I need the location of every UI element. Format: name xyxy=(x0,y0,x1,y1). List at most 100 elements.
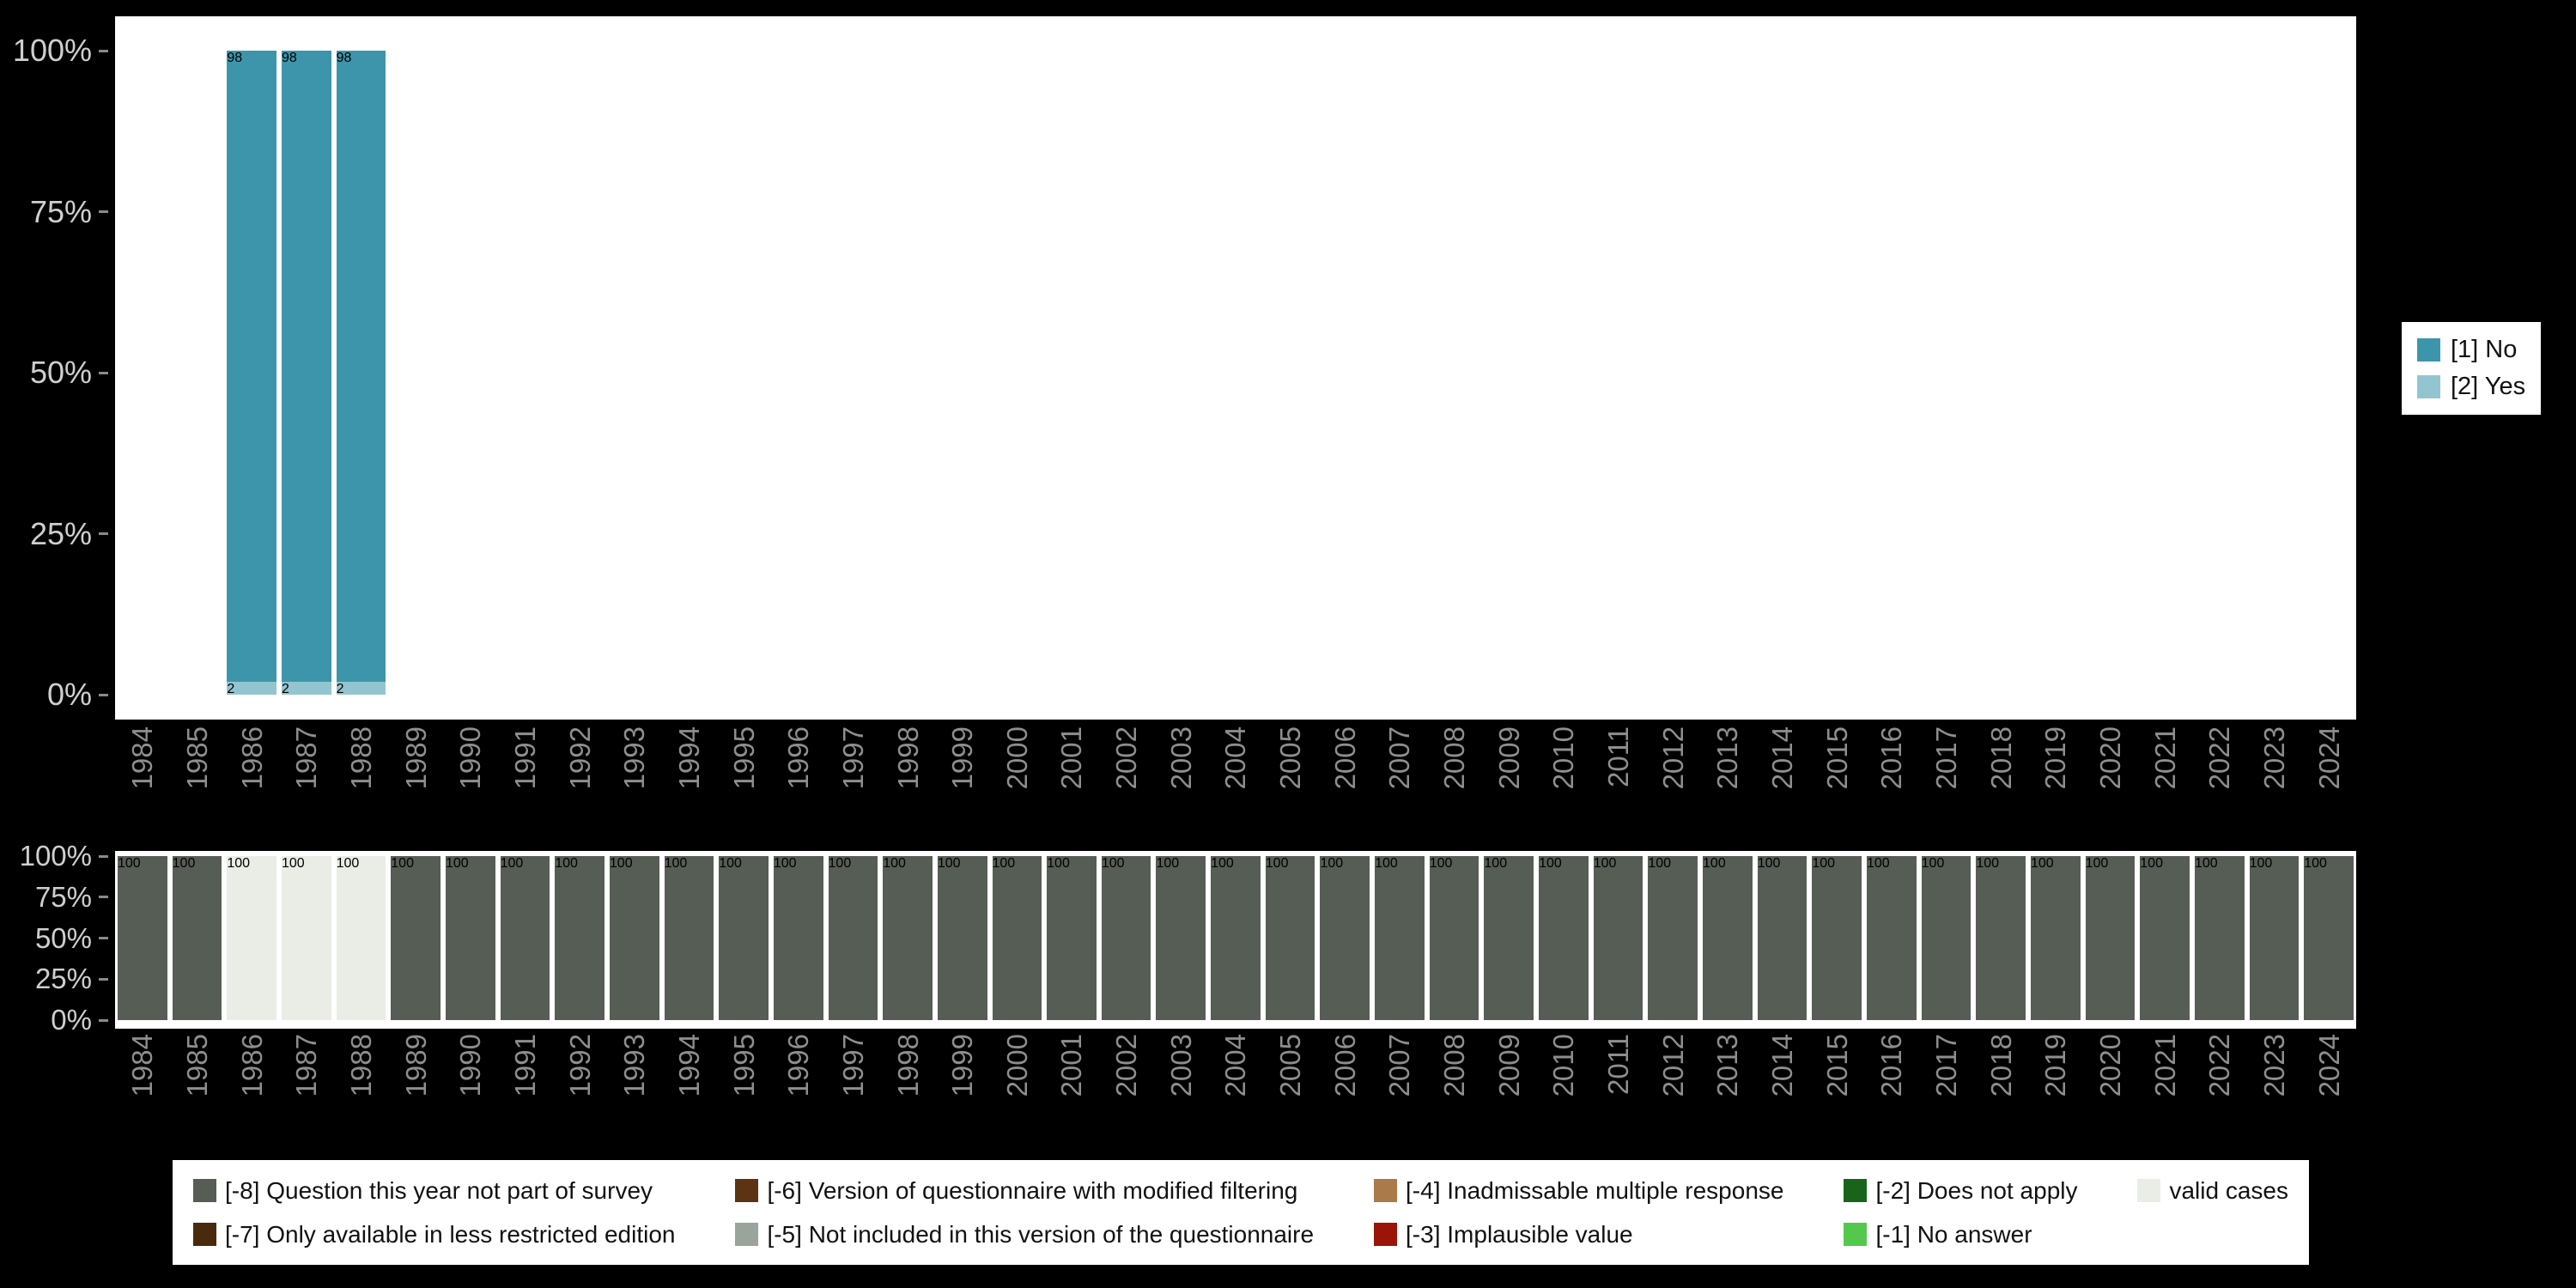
x-tick-label: 2017 xyxy=(1929,726,1962,790)
x-tick-label: 2019 xyxy=(2039,1034,2072,1097)
x-tick-1986: 1986 xyxy=(224,726,279,855)
bar-segment-1994: 100 xyxy=(664,856,714,1020)
legend-item: [-7] Only available in less restricted e… xyxy=(193,1221,675,1249)
bar-2003 xyxy=(1153,51,1208,695)
x-tick-label: 1994 xyxy=(672,726,705,790)
bar-segment-2005: 100 xyxy=(1265,856,1315,1020)
bar-1998: 100 xyxy=(880,856,935,1020)
bar-segment-2013: 100 xyxy=(1703,856,1753,1020)
bar-2011: 100 xyxy=(1591,856,1646,1020)
bar-segment-2009: 100 xyxy=(1484,856,1534,1020)
y-tick-label: 75% xyxy=(0,194,108,230)
y-tick-text: 0% xyxy=(51,1004,92,1036)
x-tick-2008: 2008 xyxy=(1427,726,1482,855)
x-tick-2008: 2008 xyxy=(1427,1034,1482,1163)
legend-item: [-8] Question this year not part of surv… xyxy=(193,1177,675,1205)
bar-segment-2022: 100 xyxy=(2194,856,2245,1020)
x-tick-2015: 2015 xyxy=(1809,726,1864,855)
x-tick-2007: 2007 xyxy=(1372,726,1427,855)
x-tick-1990: 1990 xyxy=(443,726,498,855)
bar-2009 xyxy=(1481,51,1536,695)
bar-segment-1988: 100 xyxy=(336,856,386,1020)
legend-item: [-1] No answer xyxy=(1844,1221,2077,1249)
bar-1992: 100 xyxy=(552,856,607,1020)
x-tick-label: 2020 xyxy=(2093,726,2126,790)
x-tick-label: 1992 xyxy=(563,1034,596,1097)
x-tick-label: 1989 xyxy=(399,726,432,790)
x-tick-1988: 1988 xyxy=(334,1034,389,1163)
y-tick-text: 100% xyxy=(12,33,92,68)
bar-1991 xyxy=(498,51,553,695)
bar-1991: 100 xyxy=(498,856,553,1020)
bar-2019 xyxy=(2028,51,2083,695)
x-tick-2018: 2018 xyxy=(1973,726,2028,855)
bar-2001: 100 xyxy=(1044,856,1099,1020)
x-tick-1995: 1995 xyxy=(716,1034,771,1163)
x-tick-2019: 2019 xyxy=(2028,1034,2083,1163)
x-tick-2020: 2020 xyxy=(2083,726,2138,855)
bar-segment-1989: 100 xyxy=(391,856,440,1020)
x-tick-label: 1986 xyxy=(235,726,268,790)
missings-bars: 100 100 100 100 100 100 100 100 100 100 100 100 100 1… xyxy=(115,856,2356,1020)
bar-1994 xyxy=(662,51,717,695)
x-tick-2022: 2022 xyxy=(2192,726,2247,855)
x-tick-label: 2005 xyxy=(1274,726,1307,790)
bar-1987: 100 xyxy=(279,856,334,1020)
x-tick-label: 2016 xyxy=(1875,726,1908,790)
x-tick-2017: 2017 xyxy=(1919,1034,1974,1163)
x-tick-label: 2024 xyxy=(2312,726,2345,790)
x-tick-label: 1990 xyxy=(454,1034,487,1097)
bar-segment-2010: 100 xyxy=(1539,856,1589,1020)
y-tick-label: 0% xyxy=(0,677,108,713)
x-tick-2016: 2016 xyxy=(1864,1034,1919,1163)
legend-swatch xyxy=(1374,1179,1398,1202)
bar-1999 xyxy=(935,51,990,695)
bar-segment-2003: 100 xyxy=(1156,856,1206,1020)
bar-segment-2004: 100 xyxy=(1211,856,1261,1020)
x-tick-label: 1998 xyxy=(891,726,924,790)
x-tick-label: 2013 xyxy=(1711,726,1744,790)
missings-x-axis: 1984 1985 1986 1987 1988 1989 1990 1991 1992 1993… xyxy=(115,1034,2356,1163)
bar-segment-2016: 100 xyxy=(1867,856,1917,1020)
bar-segment-1998: 100 xyxy=(883,856,933,1020)
x-tick-2021: 2021 xyxy=(2137,1034,2192,1163)
x-tick-2004: 2004 xyxy=(1208,1034,1263,1163)
bar-segment-2019: 100 xyxy=(2030,856,2081,1020)
bar-segment-2018: 100 xyxy=(1976,856,2026,1020)
bar-1986: 100 xyxy=(224,856,279,1020)
x-tick-2001: 2001 xyxy=(1044,1034,1099,1163)
frequencies-x-axis: 1984 1985 1986 1987 1988 1989 1990 1991 1992 1993… xyxy=(115,726,2356,855)
bar-2018: 100 xyxy=(1973,856,2028,1020)
bar-segment-1988: 2 xyxy=(336,682,386,696)
y-tick-label: 25% xyxy=(0,963,108,995)
bar-2013: 100 xyxy=(1700,856,1755,1020)
bar-segment-1988: 98 xyxy=(336,51,386,682)
y-tick-text: 0% xyxy=(46,677,92,712)
x-tick-label: 2008 xyxy=(1438,1034,1471,1097)
x-tick-1988: 1988 xyxy=(334,726,389,855)
y-tick-label: 75% xyxy=(0,881,108,914)
x-tick-1996: 1996 xyxy=(771,1034,826,1163)
x-tick-1985: 1985 xyxy=(170,1034,225,1163)
x-tick-label: 2011 xyxy=(1602,1034,1635,1095)
bar-segment-1997: 100 xyxy=(828,856,878,1020)
frequencies-y-axis: 100% 75% 50% 25% 0% xyxy=(0,16,108,720)
x-tick-1993: 1993 xyxy=(607,1034,662,1163)
bar-segment-1993: 100 xyxy=(609,856,659,1020)
x-tick-1984: 1984 xyxy=(115,726,170,855)
x-tick-1986: 1986 xyxy=(224,1034,279,1163)
bar-segment-1999: 100 xyxy=(937,856,987,1020)
legend-label: [-6] Version of questionnaire with modif… xyxy=(767,1176,1298,1204)
x-tick-1987: 1987 xyxy=(279,1034,334,1163)
x-tick-label: 2008 xyxy=(1438,726,1471,790)
bar-segment-2021: 100 xyxy=(2140,856,2190,1020)
x-tick-label: 2003 xyxy=(1164,726,1197,790)
x-tick-label: 2010 xyxy=(1547,1034,1580,1097)
x-tick-label: 1991 xyxy=(508,726,541,790)
y-tick-text: 25% xyxy=(29,515,92,551)
x-tick-label: 1994 xyxy=(672,1034,705,1097)
bar-segment-1990: 100 xyxy=(445,856,495,1020)
x-tick-1996: 1996 xyxy=(771,726,826,855)
x-tick-label: 2006 xyxy=(1328,726,1361,790)
x-tick-label: 1997 xyxy=(836,726,869,790)
